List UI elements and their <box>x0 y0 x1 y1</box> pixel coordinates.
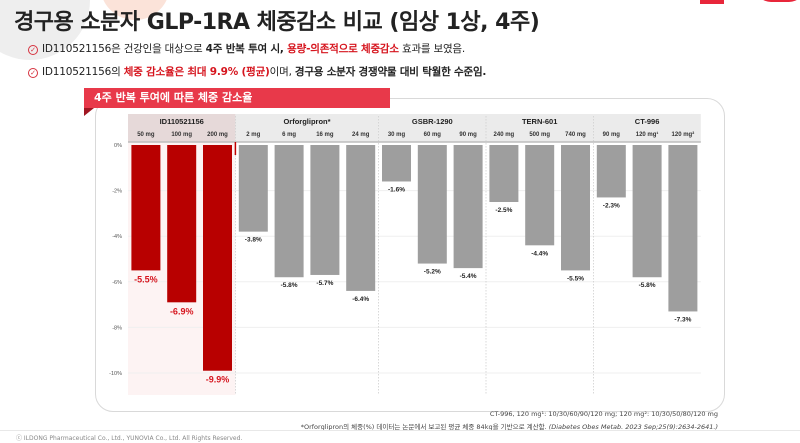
dose-label: 500 mg <box>529 132 550 138</box>
group-header-background <box>486 114 594 142</box>
decorative-shape-red <box>700 0 724 4</box>
chart-card <box>95 98 725 412</box>
bullet-segment: 경구용 소분자 경쟁약물 대비 탁월한 수준임. <box>294 66 487 78</box>
bar <box>382 145 411 182</box>
data-label: -7.3% <box>674 316 691 323</box>
bar <box>453 145 483 269</box>
bullet-segment: 4주 반복 투여 시 <box>205 43 280 55</box>
bar <box>274 145 304 278</box>
check-circle-icon: ✓ <box>28 45 38 55</box>
bullet-segment: , <box>279 43 288 55</box>
y-tick-label: 0% <box>114 143 122 149</box>
data-label: -3.8% <box>245 237 262 244</box>
bullet-text: ID110521156은 건강인을 대상으로 4주 반복 투여 시, 용량-의존… <box>42 43 465 55</box>
chart-panel-title: 4주 반복 투여에 따른 체중 감소율 <box>84 88 390 108</box>
data-label: -5.7% <box>316 280 333 287</box>
data-label: -5.2% <box>424 269 441 276</box>
bullet-segment: ID110521156의 <box>42 66 124 78</box>
dose-label: 90 mg <box>603 132 621 138</box>
group-label: CT-996 <box>635 117 660 126</box>
data-label: -6.9% <box>170 306 194 316</box>
dose-label: 60 mg <box>424 132 442 138</box>
decorative-arc-red <box>755 0 800 2</box>
bar <box>561 145 590 271</box>
bar <box>632 145 662 278</box>
bar <box>238 145 268 232</box>
bar <box>525 145 555 246</box>
bullet-segment: 체중 감소율은 최대 9.9% (평균) <box>123 66 270 78</box>
bar <box>489 145 519 202</box>
y-tick-label: -10% <box>109 371 122 377</box>
dose-label: 100 mg <box>171 132 192 138</box>
dose-label: 200 mg <box>207 132 228 138</box>
group-header-background <box>593 114 701 142</box>
footnote-citation: (Diabetes Obes Metab. 2023 Sep;25(9):263… <box>548 423 718 431</box>
check-circle-icon: ✓ <box>28 68 38 78</box>
bullet-point-2: ✓ ID110521156의 체중 감소율은 최대 9.9% (평균)이며, 경구… <box>28 64 486 79</box>
decorative-circle-peach <box>100 0 170 20</box>
copyright-text: ⓒ ILDONG Pharmaceutical Co., Ltd., YUNOV… <box>16 435 243 442</box>
dose-label: 2 mg <box>246 132 260 138</box>
bullet-segment: 용량-의존적으로 체중감소 <box>287 43 399 55</box>
bullet-text: ID110521156의 체중 감소율은 최대 9.9% (평균)이며, 경구용… <box>42 66 486 78</box>
dose-label: 740 mg <box>565 132 586 138</box>
data-label: -4.4% <box>531 250 548 257</box>
y-tick-label: -2% <box>112 189 122 195</box>
footer-divider <box>0 430 800 431</box>
data-label: -6.4% <box>352 296 369 303</box>
group-label: ID110521156 <box>160 117 204 126</box>
data-label: -5.8% <box>639 282 656 289</box>
data-label: -9.9% <box>206 375 230 385</box>
ribbon-fold <box>84 108 94 116</box>
bullet-segment: 효과를 보였음. <box>398 43 466 55</box>
y-tick-label: -4% <box>112 234 122 240</box>
group-label: Orforglipron* <box>283 117 330 126</box>
data-label: -2.5% <box>495 207 512 214</box>
dose-label: 90 mg <box>459 132 477 138</box>
bar <box>167 145 197 303</box>
bullet-segment: ID110521156은 건강인을 대상으로 <box>42 43 206 55</box>
bar <box>596 145 626 198</box>
dose-label: 50 mg <box>137 132 155 138</box>
page-title: 경구용 소분자 GLP-1RA 체중감소 비교 (임상 1상, 4주) <box>14 10 540 35</box>
data-label: -1.6% <box>388 186 405 193</box>
y-tick-label: -8% <box>112 325 122 331</box>
dose-label: 16 mg <box>316 132 334 138</box>
group-label: TERN-601 <box>522 117 557 126</box>
group-header-background <box>235 114 379 142</box>
data-label: -2.3% <box>603 202 620 209</box>
bar <box>310 145 340 275</box>
data-label: -5.5% <box>134 274 158 284</box>
bar <box>346 145 376 291</box>
bullet-point-1: ✓ ID110521156은 건강인을 대상으로 4주 반복 투여 시, 용량-의… <box>28 41 465 56</box>
group-header-background <box>378 114 486 142</box>
data-label: -5.4% <box>460 273 477 280</box>
dose-label: 24 mg <box>352 132 370 138</box>
bar <box>417 145 447 264</box>
bar <box>131 145 161 271</box>
dose-label: 120 mg¹ <box>636 131 659 138</box>
bullet-segment: 이며, <box>269 66 295 78</box>
group-header-background <box>128 114 236 142</box>
dose-label: 240 mg <box>494 132 515 138</box>
group-label: GSBR-1290 <box>412 117 453 126</box>
footnote-orforglipron: *Orforglipron의 체중(%) 데이터는 논문에서 보고된 평균 체중… <box>301 421 718 431</box>
data-label: -5.8% <box>281 282 298 289</box>
dose-label: 6 mg <box>282 132 296 138</box>
data-label: -5.5% <box>567 275 584 282</box>
dose-label: 120 mg² <box>672 131 695 138</box>
bar <box>668 145 698 312</box>
dose-label: 30 mg <box>388 132 406 138</box>
footnote-ct996-dosing: CT-996, 120 mg¹: 10/30/60/90/120 mg; 120… <box>489 410 718 418</box>
footnote-text: *Orforglipron의 체중(%) 데이터는 논문에서 보고된 평균 체중… <box>300 423 549 431</box>
y-tick-label: -6% <box>112 280 122 286</box>
bar <box>203 145 232 371</box>
